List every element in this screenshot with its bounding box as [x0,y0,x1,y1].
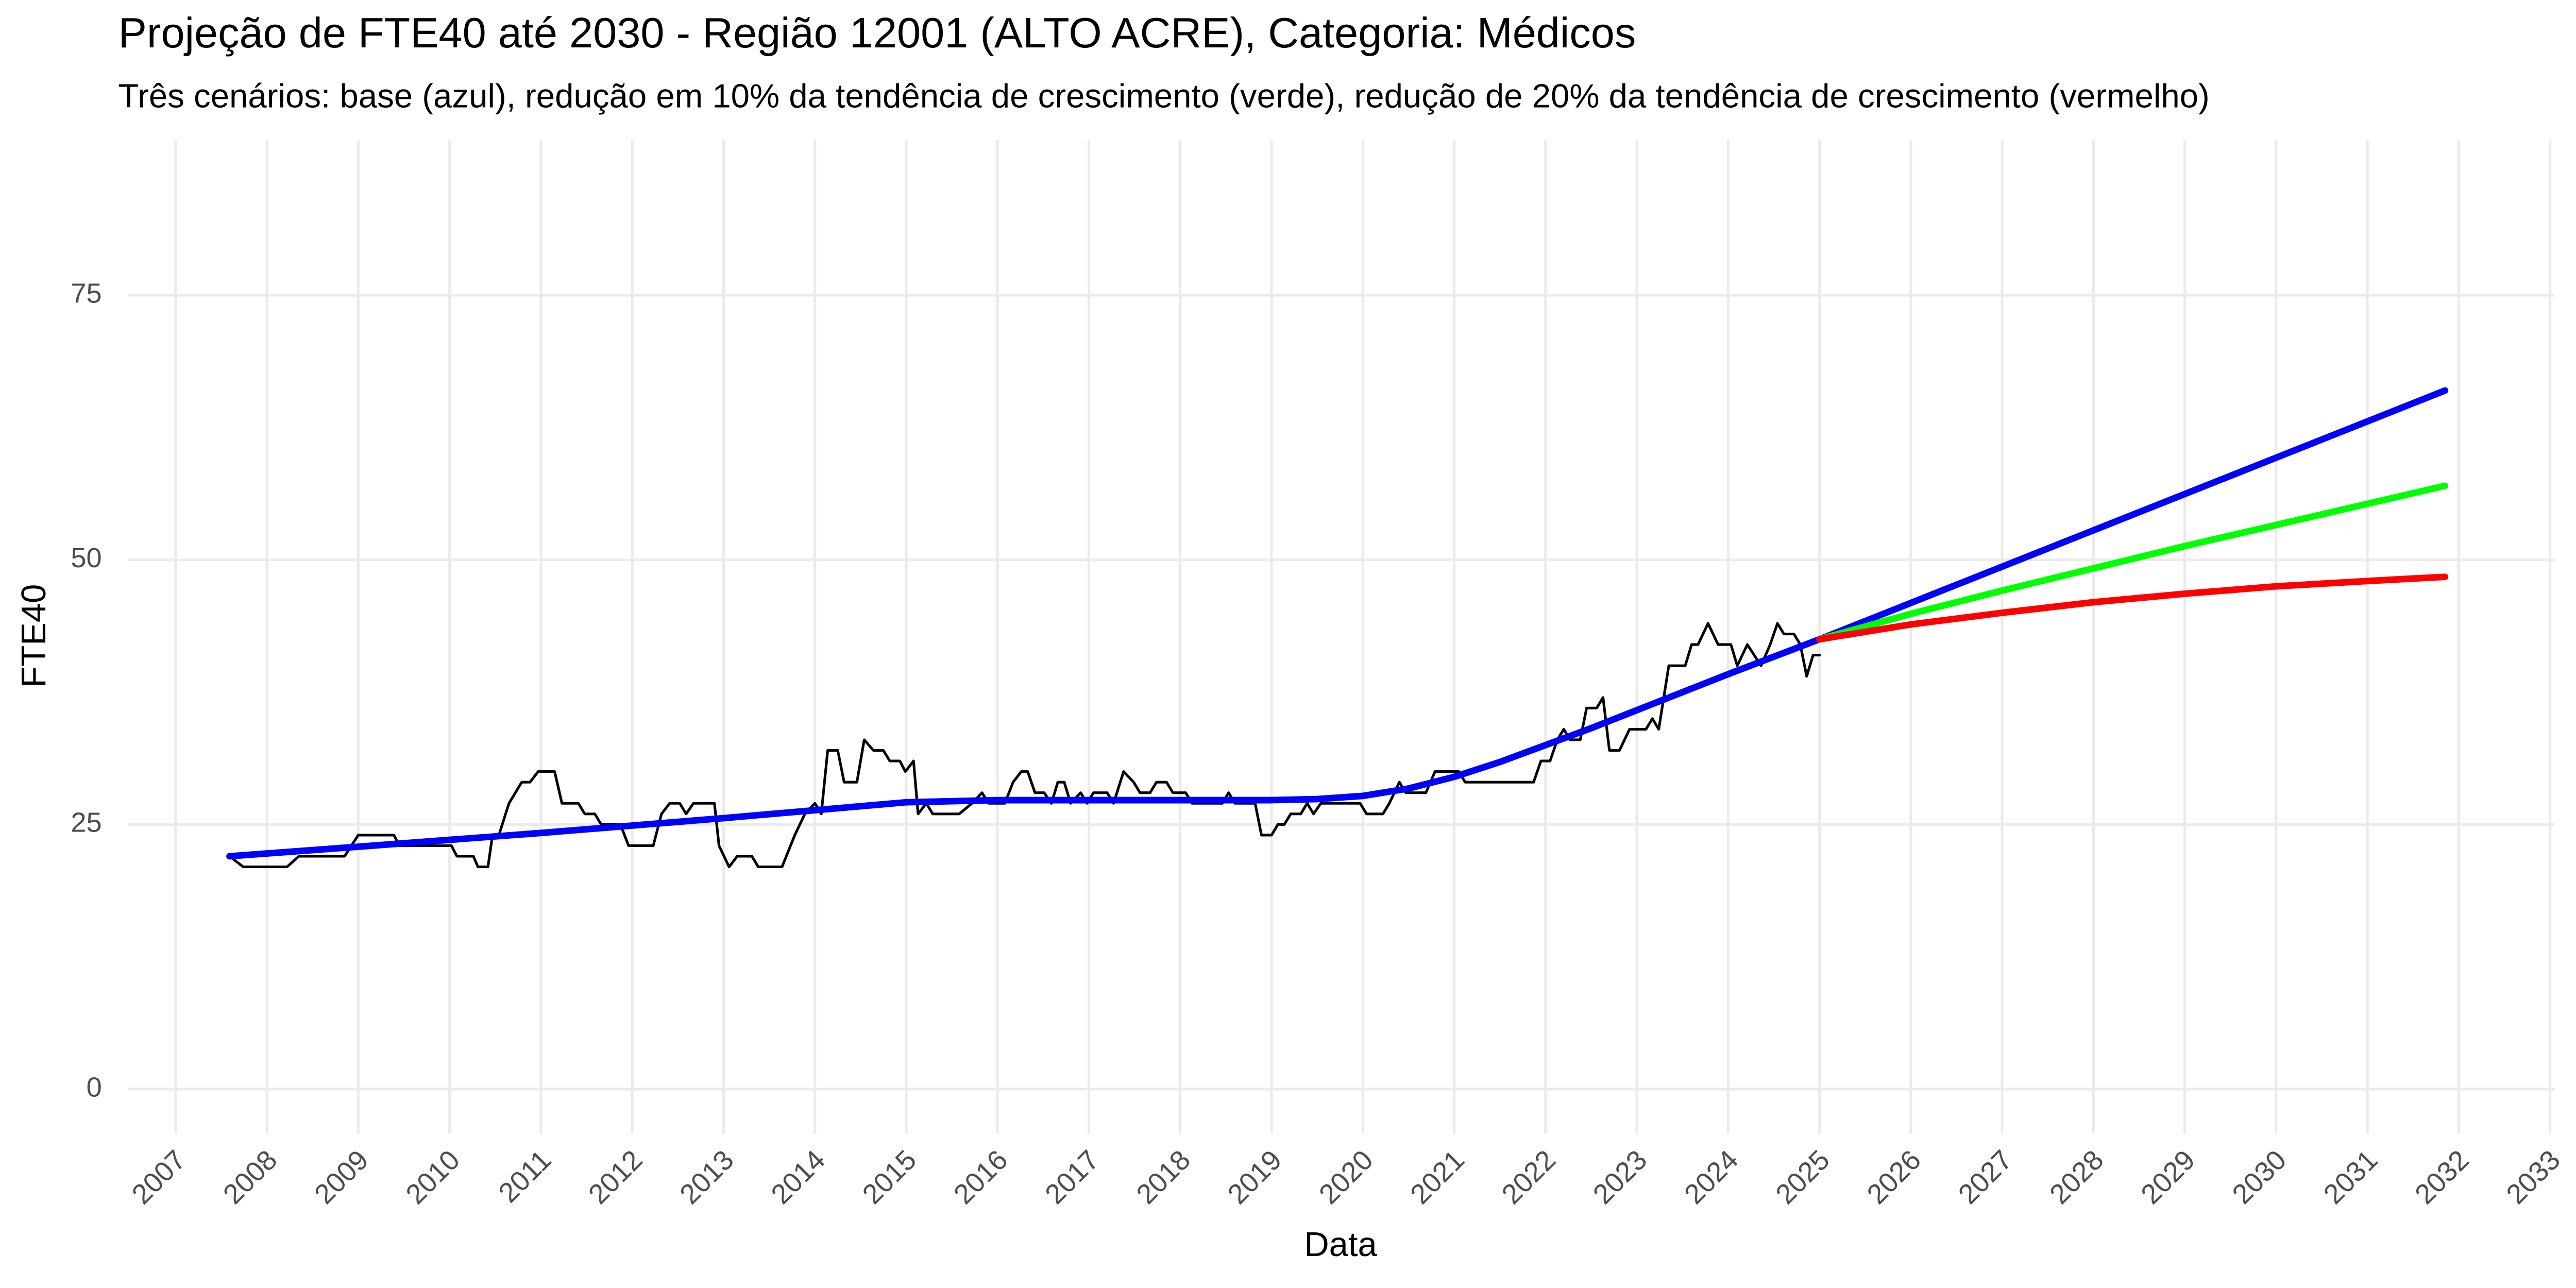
chart-subtitle: Três cenários: base (azul), redução em 1… [118,77,2210,115]
x-tick-label: 2020 [1313,1144,1379,1210]
y-axis-title: FTE40 [14,584,53,688]
x-tick-label: 2016 [948,1144,1014,1210]
x-tick-label: 2013 [674,1144,740,1210]
x-tick-label: 2028 [2044,1144,2110,1210]
x-axis-title: Data [1304,1225,1377,1264]
plot-area [226,387,2449,869]
x-tick-label: 2022 [1496,1144,1562,1210]
x-tick-label: 2017 [1039,1144,1105,1210]
x-tick-label: 2026 [1861,1144,1927,1210]
y-tick-label: 0 [87,1072,102,1103]
x-tick-label: 2030 [2227,1144,2293,1210]
x-tick-label: 2033 [2500,1144,2566,1210]
y-tick-label: 50 [71,543,101,573]
y-tick-label: 75 [71,278,101,309]
series-line [228,622,1821,869]
x-tick-label: 2008 [217,1144,283,1210]
x-tick-label: 2012 [583,1144,649,1210]
x-tick-label: 2032 [2409,1144,2475,1210]
x-tick-label: 2031 [2318,1144,2384,1210]
grid: 0 25 50 75 2007 2008 2009 2010 2011 2012 2013 2014 2… [71,140,2566,1210]
x-tick-label: 2010 [400,1144,466,1210]
x-tick-label: 2021 [1404,1144,1470,1210]
x-tick-label: 2029 [2135,1144,2201,1210]
series-line [226,387,2449,860]
x-tick-label: 2014 [765,1144,831,1210]
x-tick-label: 2024 [1679,1144,1744,1210]
x-tick-label: 2018 [1130,1144,1196,1210]
chart-title: Projeção de FTE40 até 2030 - Região 1200… [118,9,1636,57]
series-line [1816,482,2449,643]
y-tick-label: 25 [71,807,101,838]
x-tick-label: 2015 [857,1144,923,1210]
x-tick-label: 2019 [1222,1144,1288,1210]
x-tick-label: 2007 [126,1144,192,1210]
x-tick-label: 2009 [309,1144,375,1210]
x-tick-label: 2023 [1587,1144,1653,1210]
x-tick-label: 2027 [1953,1144,2019,1210]
x-tick-label: 2025 [1770,1144,1836,1210]
x-tick-label: 2011 [493,1144,557,1209]
series-line [1816,573,2449,643]
